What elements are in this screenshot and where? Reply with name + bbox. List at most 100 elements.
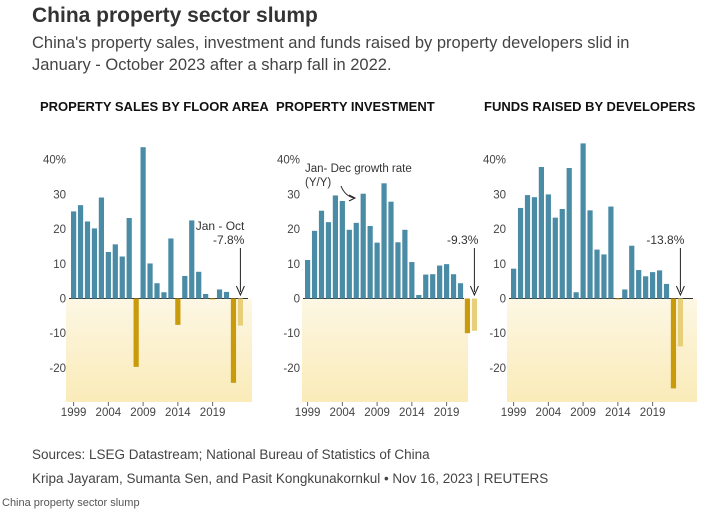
y-tick-label: 30 — [493, 189, 506, 201]
bar-2018 — [643, 276, 649, 299]
latest-value-label: -7.8% — [213, 233, 245, 247]
bar-2010 — [381, 183, 387, 299]
bar-2000 — [77, 205, 84, 299]
annotation-pointer-head — [348, 194, 357, 202]
x-tick-label: 2004 — [96, 407, 122, 419]
bar-2004 — [105, 252, 111, 299]
y-tick-label: -20 — [283, 363, 300, 375]
bar-2005 — [346, 229, 352, 299]
negative-zone — [507, 298, 697, 402]
bar-2003 — [538, 166, 544, 299]
bar-2016 — [629, 245, 635, 299]
x-tick-label: 2014 — [399, 407, 425, 419]
y-tick-label: 20 — [493, 224, 506, 236]
latest-value-label: -9.3% — [447, 233, 479, 247]
y-tick-label: 40% — [277, 155, 300, 167]
bar-2014 — [409, 262, 415, 299]
bar-2002 — [531, 197, 538, 299]
x-tick-label: 2019 — [200, 407, 226, 419]
bar-2001 — [318, 210, 325, 299]
bar-2015 — [182, 275, 188, 299]
bar-2011 — [388, 201, 394, 299]
latest-arrow-head — [675, 285, 685, 297]
bar-2022 — [670, 298, 677, 389]
bar-2020 — [216, 289, 223, 299]
bar-2021 — [457, 283, 464, 299]
bar-1999 — [305, 259, 311, 299]
bar-2019 — [210, 298, 216, 300]
y-tick-label: 40% — [483, 155, 506, 167]
bar-2010 — [147, 263, 153, 299]
y-tick-label: 10 — [493, 259, 506, 271]
latest-period-label: Jan - Oct — [196, 219, 245, 233]
bar-2008 — [367, 225, 373, 299]
bar-2008 — [133, 298, 139, 367]
bar-2017 — [636, 270, 642, 299]
bar-2011 — [154, 283, 160, 299]
y-tick-label: 30 — [287, 189, 300, 201]
bar-2016 — [423, 274, 429, 299]
bar-latest — [237, 298, 243, 326]
y-tick-label: 10 — [287, 259, 300, 271]
negative-zone — [302, 298, 468, 402]
x-tick-label: 2004 — [536, 407, 562, 419]
bar-2010 — [587, 210, 593, 299]
bar-2019 — [650, 272, 656, 299]
x-tick-label: 2009 — [570, 407, 596, 419]
bar-2009 — [580, 143, 586, 299]
bar-2006 — [559, 208, 565, 299]
y-tick-label: -10 — [49, 328, 66, 340]
bar-2022 — [464, 298, 471, 334]
bar-1999 — [71, 211, 77, 299]
bar-2018 — [203, 293, 209, 299]
chart-title: PROPERTY INVESTMENT — [276, 99, 435, 114]
bar-latest — [677, 298, 683, 347]
bar-2009 — [140, 147, 146, 299]
bar-2007 — [566, 168, 572, 299]
x-tick-label: 2009 — [364, 407, 390, 419]
y-tick-label: -20 — [49, 363, 66, 375]
bar-2013 — [608, 206, 614, 299]
bar-2014 — [175, 298, 181, 325]
bar-2011 — [594, 249, 600, 299]
bar-2001 — [84, 221, 91, 299]
bar-2003 — [98, 197, 104, 299]
negative-zone — [66, 298, 252, 402]
bar-2015 — [622, 289, 628, 299]
y-tick-label: 10 — [53, 259, 66, 271]
bar-2001 — [524, 195, 531, 299]
y-tick-label: 0 — [500, 294, 506, 306]
bar-latest — [471, 298, 477, 331]
bar-2006 — [119, 256, 125, 299]
bar-2007 — [360, 193, 366, 299]
image-caption: China property sector slump — [2, 497, 140, 509]
bar-2002 — [325, 222, 332, 299]
growth-rate-annotation: (Y/Y) — [305, 177, 331, 189]
bar-2005 — [552, 217, 558, 299]
bar-2013 — [168, 238, 174, 299]
x-tick-label: 1999 — [501, 407, 527, 419]
latest-arrow-head — [469, 285, 479, 297]
bar-2000 — [517, 207, 524, 299]
bar-2020 — [656, 270, 663, 299]
byline: Kripa Jayaram, Sumanta Sen, and Pasit Ko… — [32, 471, 549, 486]
bar-2018 — [437, 265, 443, 299]
y-tick-label: 20 — [53, 224, 66, 236]
bar-2021 — [223, 291, 230, 299]
bar-2016 — [189, 220, 195, 299]
bar-2004 — [339, 200, 345, 299]
latest-value-label: -13.8% — [646, 233, 684, 247]
x-tick-label: 1999 — [61, 407, 87, 419]
bar-2000 — [311, 230, 318, 299]
bar-1999 — [511, 268, 517, 299]
annotation-pointer — [340, 185, 355, 199]
latest-arrow-head — [235, 285, 245, 297]
bar-2006 — [353, 222, 359, 299]
x-tick-label: 2019 — [434, 407, 460, 419]
sources-note: Sources: LSEG Datastream; National Burea… — [32, 447, 430, 462]
chart-title: PROPERTY SALES BY FLOOR AREA — [40, 99, 269, 114]
y-tick-label: -20 — [489, 363, 506, 375]
x-tick-label: 2019 — [640, 407, 666, 419]
chart-1: PROPERTY SALES BY FLOOR AREA 40% 30 20 10 0 -1… — [40, 99, 269, 419]
bar-2002 — [91, 228, 98, 299]
